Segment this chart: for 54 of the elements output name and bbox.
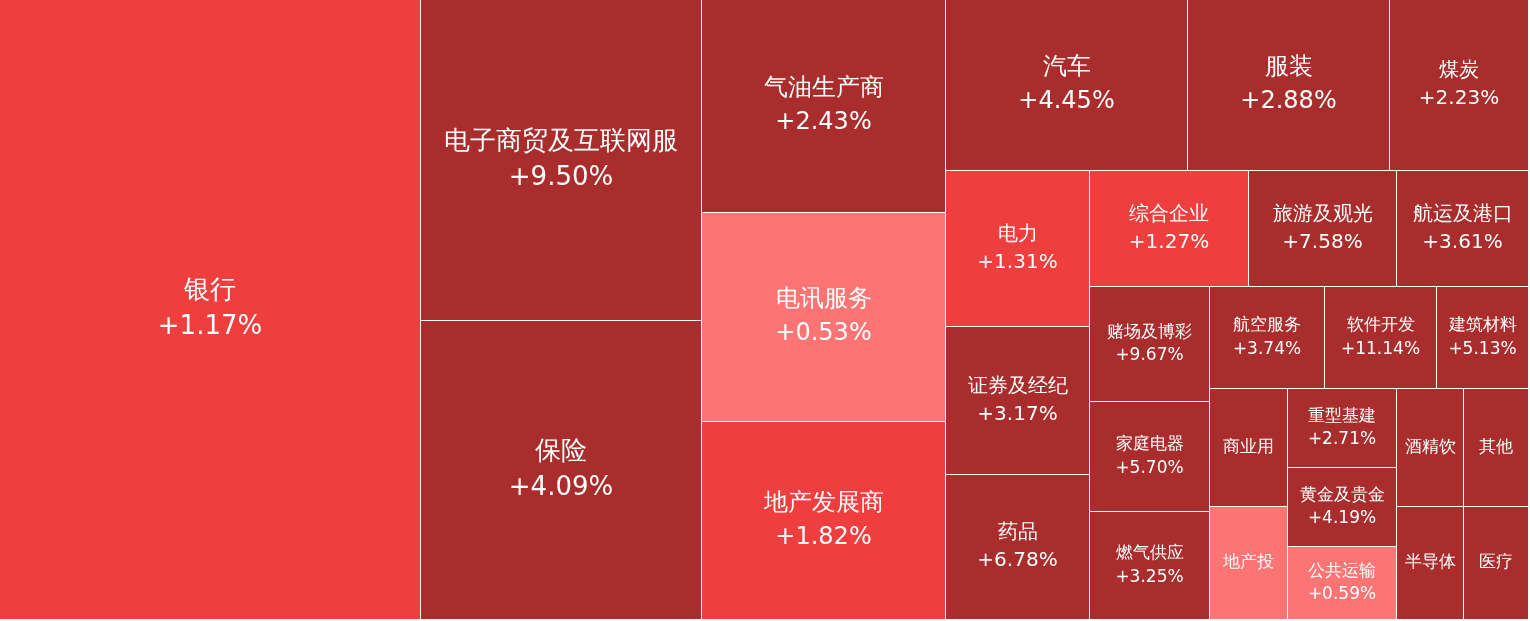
category-label: 航运及港口 — [1412, 200, 1513, 225]
data-label: +1.31% — [977, 248, 1058, 273]
data-label: +0.53% — [775, 318, 872, 347]
category-label: 煤炭 — [1439, 57, 1479, 82]
data-label: +3.25% — [1115, 565, 1184, 586]
data-label: +5.70% — [1115, 456, 1184, 477]
category-label: 综合企业 — [1129, 200, 1209, 225]
category-label: 保险 — [535, 434, 587, 465]
data-label: +4.19% — [1307, 507, 1377, 528]
category-label: 半导体 — [1404, 551, 1456, 572]
data-label: +2.88% — [1240, 86, 1337, 115]
data-label: +3.61% — [1422, 228, 1503, 253]
category-label: 商业用 — [1223, 435, 1274, 456]
category-label: 黄金及贵金 — [1299, 483, 1385, 504]
data-label: +0.59% — [1307, 583, 1377, 604]
category-label: 药品 — [997, 519, 1038, 544]
data-label: +1.27% — [1128, 228, 1210, 253]
data-label: +2.23% — [1418, 85, 1500, 110]
category-label: 其他 — [1479, 435, 1513, 456]
category-label: 家庭电器 — [1115, 433, 1184, 454]
category-label: 证券及经纪 — [967, 372, 1068, 397]
category-label: 地产投 — [1222, 551, 1274, 572]
category-label: 赌场及博彩 — [1107, 320, 1192, 341]
category-label: 公共运输 — [1308, 559, 1376, 580]
data-label: +3.17% — [977, 400, 1058, 425]
data-label: +7.58% — [1282, 228, 1363, 253]
data-label: +9.67% — [1115, 344, 1184, 365]
category-label: 电子商贸及互联网服 — [444, 124, 678, 155]
category-label: 软件开发 — [1346, 314, 1415, 335]
data-label: +4.09% — [508, 470, 614, 501]
category-label: 电力 — [997, 220, 1038, 245]
category-label: 重型基建 — [1308, 404, 1376, 425]
data-label: +2.71% — [1307, 428, 1377, 449]
category-label: 汽车 — [1042, 52, 1091, 81]
data-label: +6.78% — [977, 547, 1058, 572]
category-label: 气油生产商 — [763, 73, 884, 102]
category-label: 地产发展商 — [762, 487, 884, 516]
category-label: 银行 — [183, 274, 236, 305]
category-label: 旅游及观光 — [1272, 200, 1373, 225]
category-label: 电讯服务 — [775, 284, 872, 313]
data-label: +1.17% — [157, 310, 263, 341]
category-label: 航空服务 — [1233, 314, 1301, 335]
category-label: 酒精饮 — [1404, 435, 1456, 456]
category-label: 服装 — [1264, 52, 1313, 81]
data-label: +5.13% — [1448, 337, 1517, 358]
data-label: +2.43% — [775, 107, 872, 136]
data-label: +11.14% — [1340, 337, 1421, 358]
data-label: +9.50% — [508, 160, 614, 191]
category-label: 建筑材料 — [1447, 314, 1517, 335]
data-label: +3.74% — [1232, 337, 1302, 358]
category-label: 医疗 — [1479, 551, 1513, 572]
data-label: +1.82% — [775, 521, 872, 550]
category-label: 燃气供应 — [1115, 542, 1184, 563]
data-label: +4.45% — [1018, 86, 1115, 115]
